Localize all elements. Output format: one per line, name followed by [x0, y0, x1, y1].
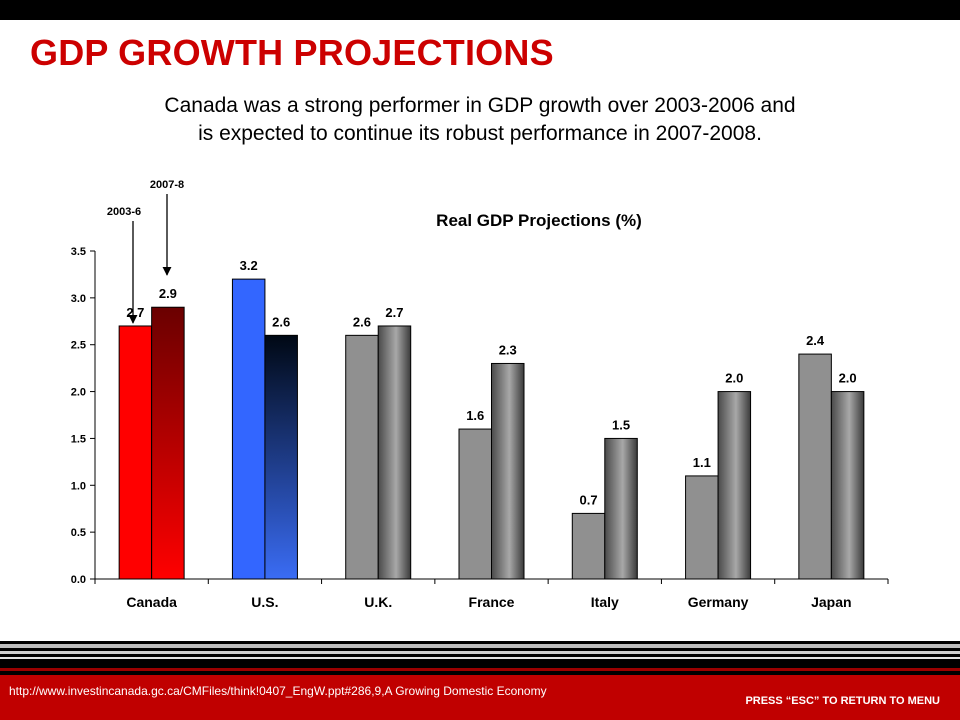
subtitle-line-1: Canada was a strong performer in GDP gro…: [164, 94, 796, 117]
y-tick-label: 0.5: [71, 527, 86, 539]
data-label-canada-2007-8: 2.9: [159, 286, 177, 301]
bar-france-2007-8: [491, 362, 525, 580]
bar-canada-2007-8: [151, 306, 185, 580]
bar-u-s-2007-8: [264, 334, 298, 580]
y-tick-label: 1.0: [71, 480, 86, 492]
x-tick-label-japan: Japan: [811, 594, 851, 610]
x-tick-label-france: France: [469, 594, 515, 610]
slide-subtitle: Canada was a strong performer in GDP gro…: [60, 92, 900, 148]
bar-japan-2003-6: [798, 353, 832, 580]
y-tick-label: 0.0: [71, 574, 86, 586]
x-tick-label-u-k: U.K.: [364, 594, 392, 610]
subtitle-line-2: is expected to continue its robust perfo…: [198, 122, 762, 145]
plot-area: 0.0 0.5 1.0 1.5 2.0 2.5 3.0 3.5 2.7 2.9 Canada 3.2 2…: [71, 246, 889, 610]
bar-italy-2007-8: [604, 437, 638, 580]
data-label-germany-2003-6: 1.1: [693, 455, 711, 470]
data-label-japan-2003-6: 2.4: [806, 333, 825, 348]
slide-title: GDP GROWTH PROJECTIONS: [30, 32, 554, 73]
data-label-france-2007-8: 2.3: [499, 342, 517, 357]
y-tick-label: 1.5: [71, 433, 86, 445]
gdp-bar-chart: Real GDP Projections (%) 2007-8 2003-6 0…: [71, 179, 889, 610]
bar-u-k-2003-6: [345, 334, 379, 580]
data-label-u-s-2007-8: 2.6: [272, 314, 290, 329]
bar-canada-2003-6: [118, 325, 153, 580]
bar-u-s-2003-6: [231, 278, 266, 580]
data-label-italy-2007-8: 1.5: [612, 417, 630, 432]
x-tick-label-italy: Italy: [591, 594, 619, 610]
legend-label-2007-8: 2007-8: [150, 179, 184, 191]
bar-italy-2003-6: [571, 512, 606, 580]
top-bar: [0, 0, 960, 20]
data-label-italy-2003-6: 0.7: [579, 492, 597, 507]
bar-france-2003-6: [458, 428, 492, 580]
y-tick-label: 2.0: [71, 387, 86, 399]
bar-japan-2007-8: [830, 391, 865, 580]
data-label-u-k-2003-6: 2.6: [353, 314, 371, 329]
bar-u-k-2007-8: [377, 325, 412, 580]
footer-stripes: [0, 641, 960, 675]
y-tick-label: 3.5: [71, 246, 86, 258]
data-label-canada-2003-6: 2.7: [126, 305, 144, 320]
data-label-japan-2007-8: 2.0: [839, 371, 857, 386]
legend: 2007-8 2003-6: [107, 179, 184, 324]
x-tick-label-germany: Germany: [688, 594, 749, 610]
data-label-france-2003-6: 1.6: [466, 408, 484, 423]
y-tick-label: 3.0: [71, 293, 86, 305]
data-label-u-k-2007-8: 2.7: [385, 305, 403, 320]
legend-label-2003-6: 2003-6: [107, 206, 141, 218]
chart-title: Real GDP Projections (%): [436, 211, 642, 230]
footer-bar: http://www.investincanada.gc.ca/CMFiles/…: [0, 675, 960, 720]
data-label-u-s-2003-6: 3.2: [240, 258, 258, 273]
y-tick-label: 2.5: [71, 340, 86, 352]
bar-germany-2007-8: [717, 391, 752, 580]
data-label-germany-2007-8: 2.0: [725, 371, 743, 386]
esc-hint: PRESS “ESC” TO RETURN TO MENU: [745, 695, 940, 707]
x-tick-label-u-s: U.S.: [251, 594, 278, 610]
bar-germany-2003-6: [685, 475, 719, 580]
source-url: http://www.investincanada.gc.ca/CMFiles/…: [9, 684, 547, 698]
x-tick-label-canada: Canada: [126, 594, 177, 610]
